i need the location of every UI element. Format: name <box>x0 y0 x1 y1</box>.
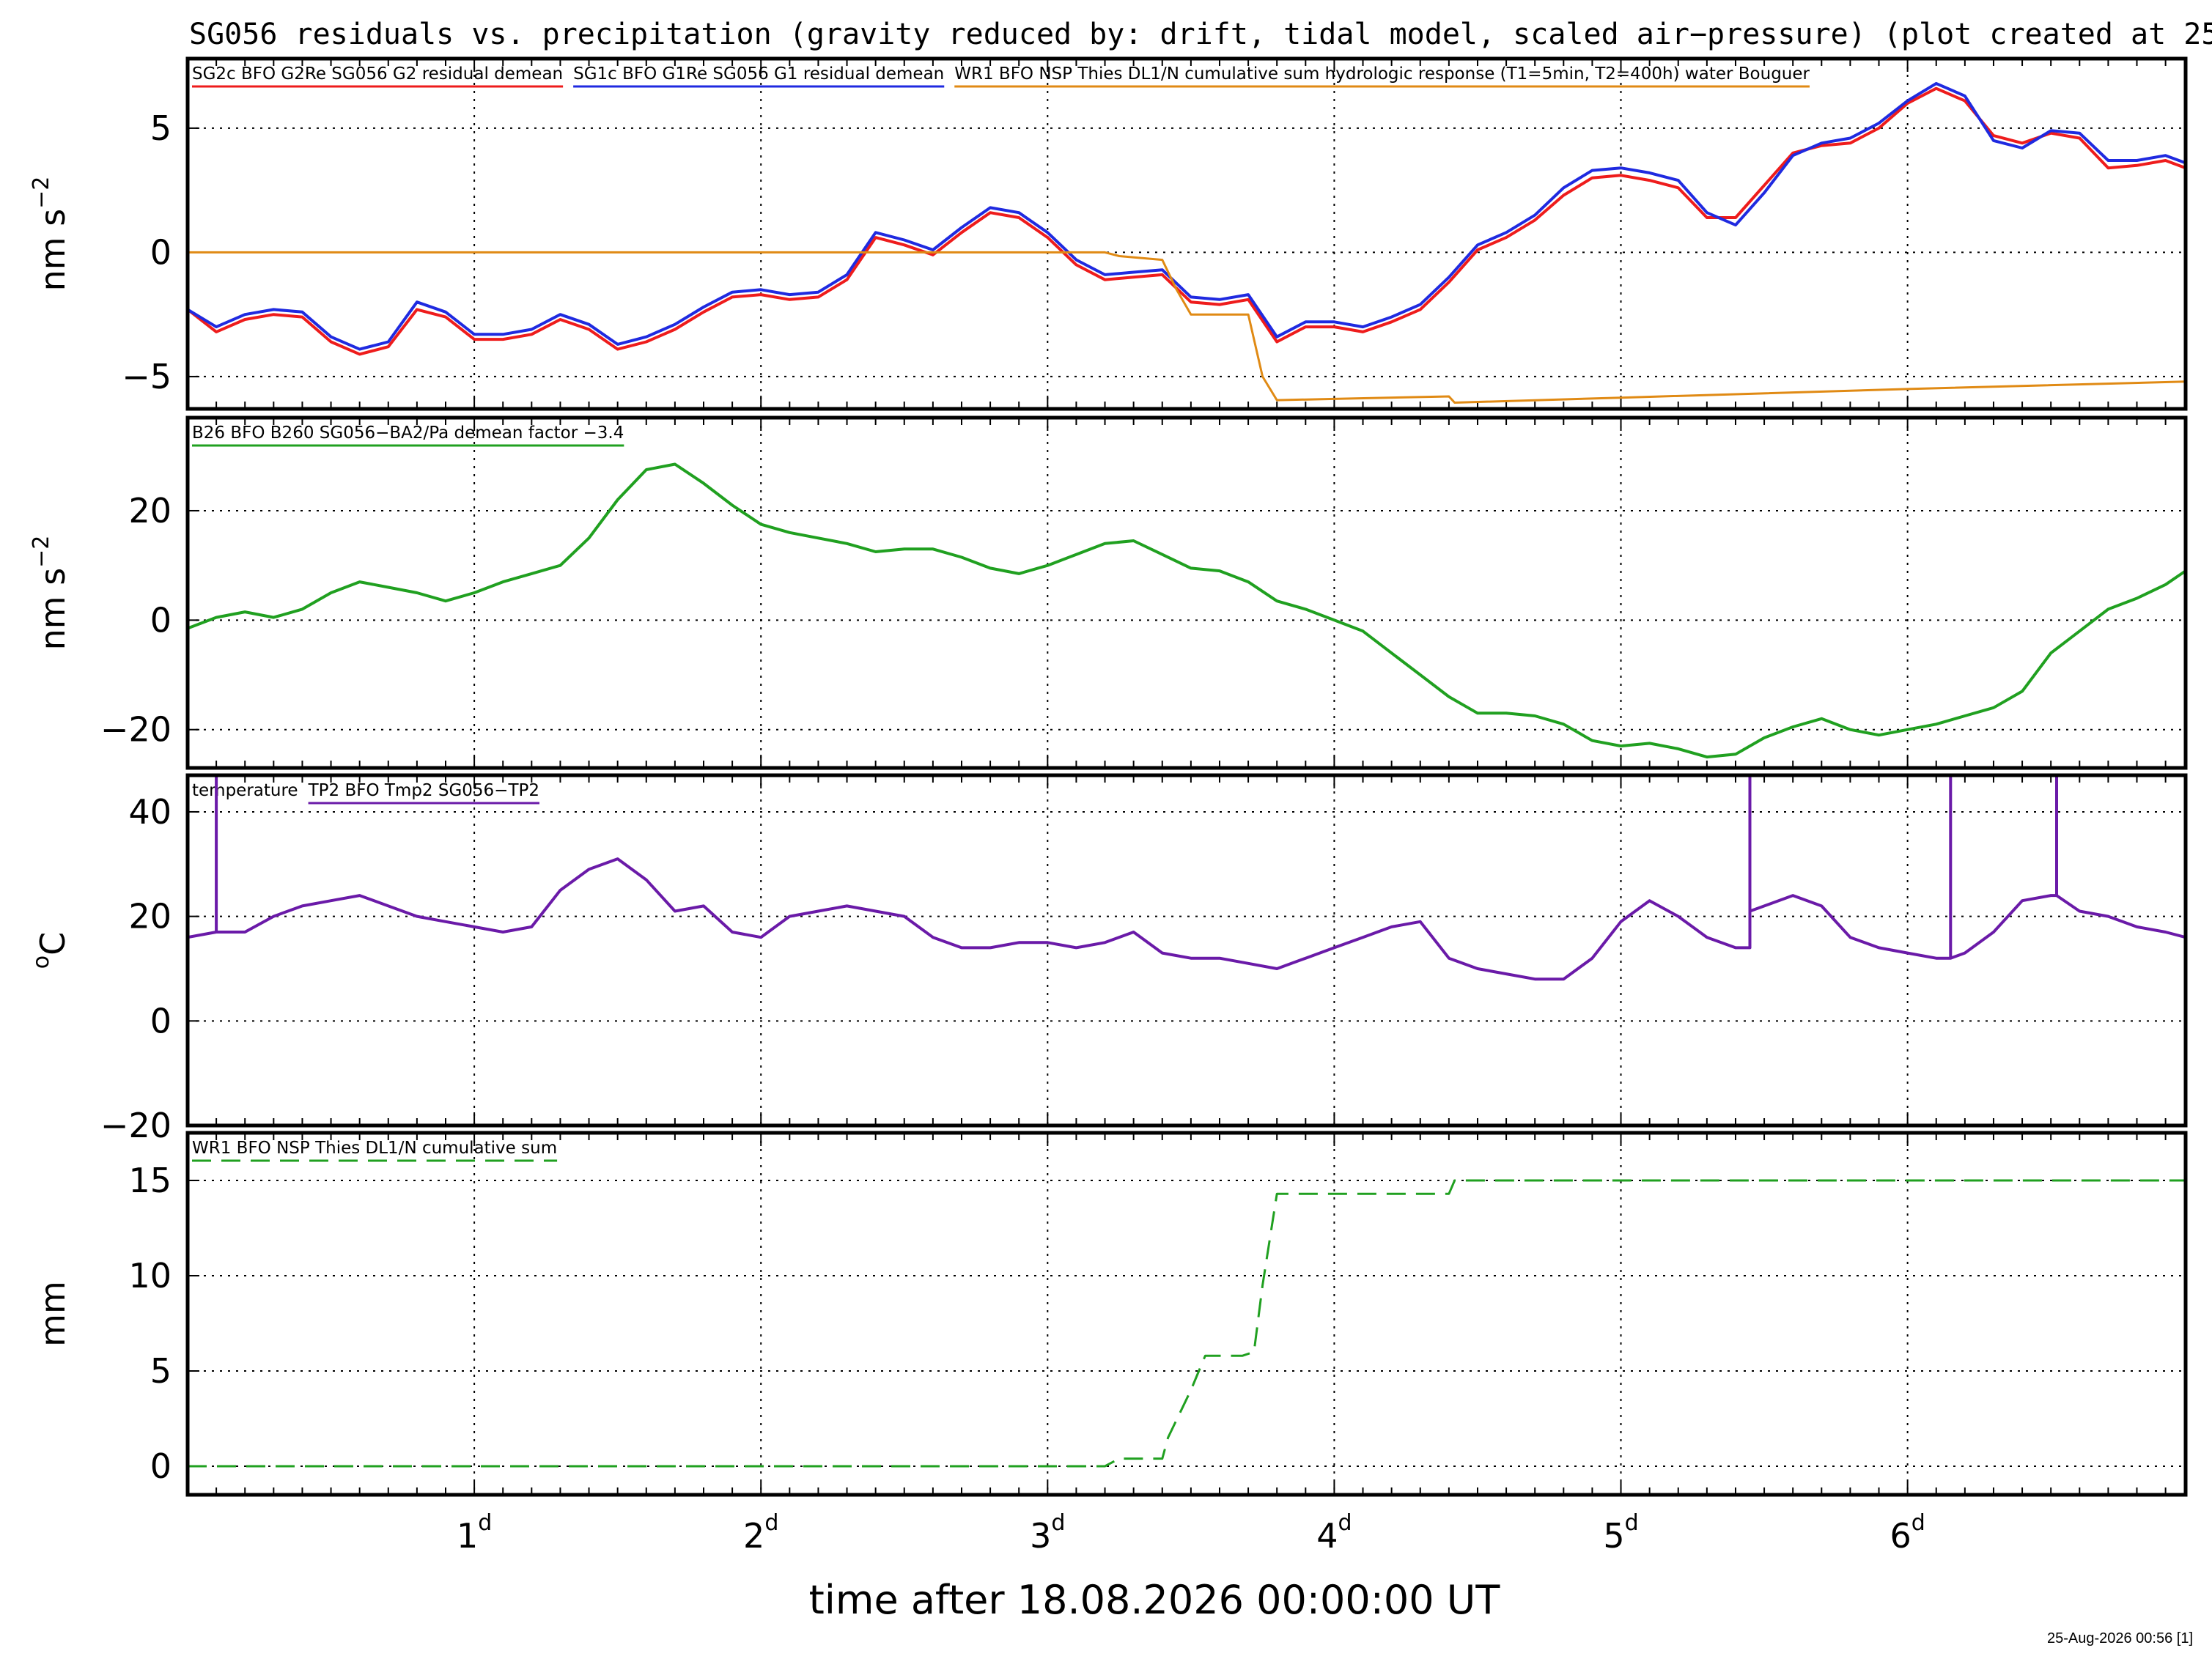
y-tick-label: 15 <box>128 1161 172 1200</box>
panel-3: −20 0 20 40 oC temperature TP2 BFO Tmp2 SG056−… <box>29 773 2188 1145</box>
y-tick-label: 10 <box>128 1256 172 1295</box>
y-tick-label: 0 <box>150 600 172 640</box>
chart-title: SG056 residuals vs. precipitation (gravi… <box>189 18 2212 51</box>
legend-entry: WR1 BFO NSP Thies DL1/N cumulative sum h… <box>954 64 1810 84</box>
legend-entry: B26 BFO B260 SG056−BA2/Pa demean factor … <box>192 424 624 443</box>
y-axis-label: nm s−2 <box>29 536 73 651</box>
y-tick-label: 40 <box>128 792 172 832</box>
panel-frame <box>185 773 2188 1128</box>
panel-frame <box>185 1131 2188 1497</box>
y-tick-label: −5 <box>122 357 172 396</box>
y-tick-label: 5 <box>150 108 172 148</box>
x-tick-label: 4d <box>1316 1510 1352 1556</box>
x-tick-label: 2d <box>743 1510 778 1556</box>
series-line-purple <box>188 775 2186 981</box>
series-line-dashed_green <box>188 1179 2186 1468</box>
panel-4: 0 5 10 15 mm WR1 BFO NSP Thies DL1/N cumulati… <box>33 1131 2188 1497</box>
panel-1: −5 0 5 nm s−2 SG2c BFO G2Re SG056 G2 residua… <box>29 56 2188 411</box>
y-tick-label: −20 <box>100 1106 172 1145</box>
legend-prefix: temperature <box>192 781 298 800</box>
series-line-red <box>188 86 2186 356</box>
timestamp-footer: 25-Aug-2026 00:56 [1] <box>2047 1630 2193 1646</box>
series-line-green <box>188 462 2186 759</box>
y-tick-label: 5 <box>150 1351 172 1391</box>
legend-entry: TP2 BFO Tmp2 SG056−TP2 <box>308 781 539 800</box>
panel-frame <box>185 56 2188 411</box>
x-tick-label: 6d <box>1890 1510 1925 1556</box>
y-tick-label: 0 <box>150 232 172 272</box>
y-axis-label: nm s−2 <box>29 177 73 292</box>
legend-entry: SG2c BFO G2Re SG056 G2 residual demean <box>192 64 563 84</box>
y-tick-label: 20 <box>128 491 172 531</box>
x-tick-label: 1d <box>457 1510 492 1556</box>
panel-2: −20 0 20 nm s−2 B26 BFO B260 SG056−BA2/Pa de… <box>29 415 2188 770</box>
legend-entry: WR1 BFO NSP Thies DL1/N cumulative sum <box>192 1139 557 1158</box>
y-tick-label: 0 <box>150 1446 172 1486</box>
x-tick-label: 3d <box>1030 1510 1065 1556</box>
series-line-orange <box>188 251 2186 404</box>
y-tick-label: 0 <box>150 1001 172 1041</box>
y-axis-label: oC <box>29 932 73 969</box>
legend-entry: SG1c BFO G1Re SG056 G1 residual demean <box>573 64 944 84</box>
x-axis-label: time after 18.08.2026 00:00:00 UT <box>809 1577 1501 1623</box>
series-line-blue <box>188 81 2186 351</box>
y-axis-label: mm <box>33 1281 73 1347</box>
y-tick-label: −20 <box>100 710 172 750</box>
x-tick-label: 5d <box>1603 1510 1638 1556</box>
y-tick-label: 20 <box>128 897 172 936</box>
panel-frame <box>185 415 2188 770</box>
